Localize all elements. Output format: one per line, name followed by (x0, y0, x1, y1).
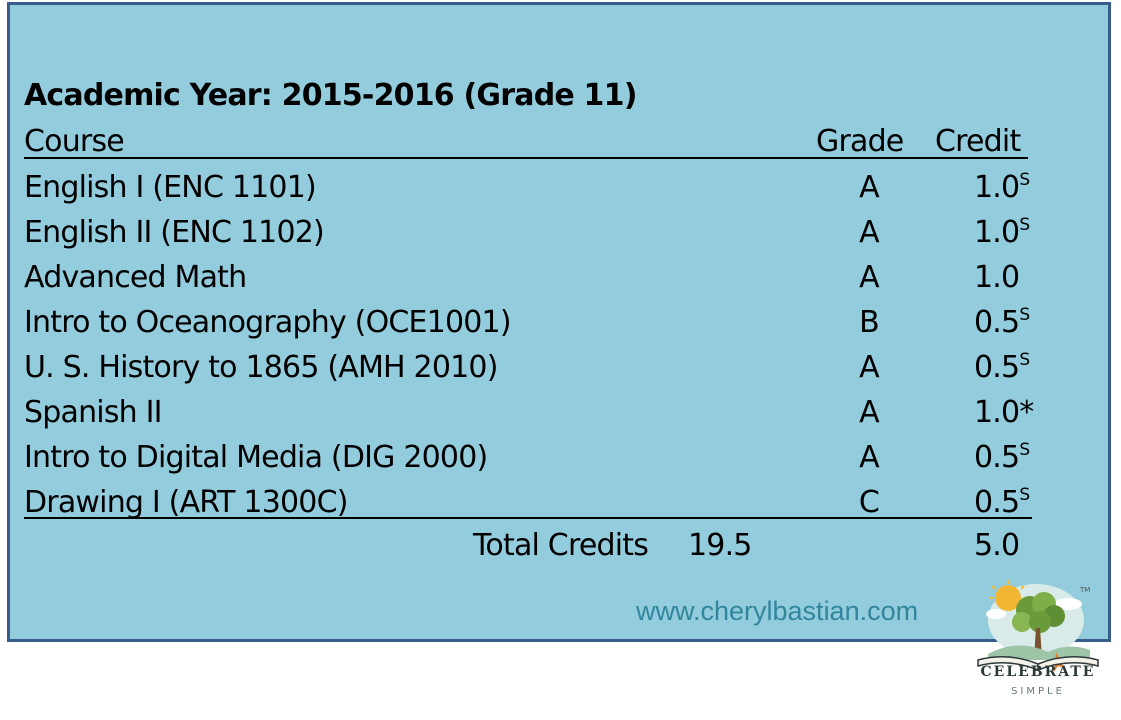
trademark-mark: TM (1080, 586, 1091, 594)
course-grade: B (859, 305, 880, 340)
credit-value: 1.0 (974, 260, 1020, 295)
course-grade: A (859, 395, 880, 430)
credit-mark: S (1019, 485, 1031, 505)
credit-value: 0.5 (974, 350, 1020, 385)
credit-value: 0.5 (974, 485, 1020, 520)
credit-value: 1.0* (974, 395, 1034, 430)
course-name: U. S. History to 1865 (AMH 2010) (24, 350, 498, 385)
course-credit: 1.0 (974, 260, 1020, 295)
course-grade: A (859, 350, 880, 385)
credit-value: 1.0 (974, 215, 1020, 250)
course-name: Intro to Oceanography (OCE1001) (24, 305, 512, 340)
table-row: Spanish II A 1.0* (24, 395, 1034, 440)
total-credits-year: 5.0 (974, 528, 1020, 563)
credit-value: 0.5 (974, 440, 1020, 475)
credit-mark: S (1019, 305, 1031, 325)
table-row: Drawing I (ART 1300C) C 0.5S (24, 485, 1034, 530)
course-credit: 1.0S (974, 170, 1030, 205)
credit-value: 1.0 (974, 170, 1020, 205)
course-credit: 0.5S (974, 485, 1030, 520)
course-credit: 0.5S (974, 350, 1030, 385)
course-grade: A (859, 260, 880, 295)
course-name: Drawing I (ART 1300C) (24, 485, 348, 520)
course-grade: A (859, 170, 880, 205)
course-credit: 1.0S (974, 215, 1030, 250)
course-grade: C (858, 485, 880, 520)
table-row: English II (ENC 1102) A 1.0S (24, 215, 1034, 260)
academic-year-title: Academic Year: 2015-2016 (Grade 11) (24, 78, 637, 113)
website-link[interactable]: www.cherylbastian.com (636, 596, 919, 626)
course-name: English II (ENC 1102) (24, 215, 325, 250)
credit-mark: S (1019, 215, 1031, 235)
credit-mark: S (1019, 440, 1031, 460)
credit-mark: S (1019, 350, 1031, 370)
table-row: English I (ENC 1101) A 1.0S (24, 170, 1034, 215)
transcript-panel (7, 2, 1111, 642)
course-grade: A (859, 440, 880, 475)
course-grade: A (859, 215, 880, 250)
course-name: Advanced Math (24, 260, 247, 295)
header-credit: Credit (935, 124, 1021, 159)
credit-value: 0.5 (974, 305, 1020, 340)
table-row: U. S. History to 1865 (AMH 2010) A 0.5S (24, 350, 1034, 395)
footer-rule (24, 517, 1032, 519)
celebrate-simple-logo (977, 580, 1099, 672)
course-name: Intro to Digital Media (DIG 2000) (24, 440, 488, 475)
header-course: Course (24, 124, 125, 159)
logo-tagline: SIMPLE (1011, 686, 1065, 697)
table-row: Advanced Math A 1.0 (24, 260, 1034, 305)
table-header: Course Grade Credit (24, 124, 1034, 169)
header-rule (24, 157, 1028, 159)
table-row: Intro to Oceanography (OCE1001) B 0.5S (24, 305, 1034, 350)
credit-mark: S (1019, 170, 1031, 190)
total-credits-label: Total Credits (473, 528, 649, 563)
table-row: Intro to Digital Media (DIG 2000) A 0.5S (24, 440, 1034, 485)
course-credit: 0.5S (974, 440, 1030, 475)
course-name: English I (ENC 1101) (24, 170, 317, 205)
tree-on-book-icon (977, 580, 1099, 672)
course-name: Spanish II (24, 395, 163, 430)
course-credit: 1.0* (974, 395, 1034, 430)
logo-name: CELEBRATE (980, 664, 1096, 680)
header-grade: Grade (816, 124, 904, 159)
course-credit: 0.5S (974, 305, 1030, 340)
total-credits-cumulative: 19.5 (688, 528, 752, 563)
